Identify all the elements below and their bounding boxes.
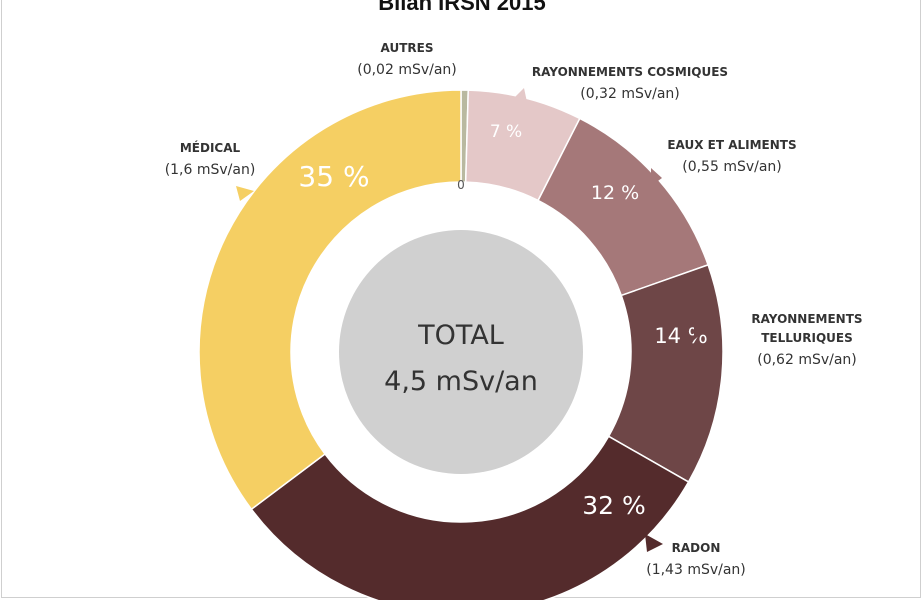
category-label-rayonnements-telluriques: RAYONNEMENTS TELLURIQUES <box>751 312 862 345</box>
percent-label-medical: 35 % <box>298 160 369 193</box>
pointer-medical <box>236 186 254 201</box>
category-label-medical: MÉDICAL <box>180 140 241 155</box>
center-disc <box>339 230 583 474</box>
value-label-rayonnements-telluriques: (0,62 mSv/an) <box>757 352 857 368</box>
center-total-label: TOTAL <box>417 320 504 351</box>
slice-radon <box>250 435 690 600</box>
category-label-eaux-et-aliments: EAUX ET ALIMENTS <box>667 138 796 152</box>
value-label-radon: (1,43 mSv/an) <box>646 562 746 578</box>
category-label-rayonnements-cosmiques: RAYONNEMENTS COSMIQUES <box>532 65 728 79</box>
pointer-eaux-et-aliments <box>651 168 662 186</box>
pointer-radon <box>645 534 663 552</box>
value-label-rayonnements-cosmiques: (0,32 mSv/an) <box>580 86 680 102</box>
percent-label-eaux-et-aliments: 12 % <box>591 182 639 204</box>
chart-title: Bilan IRSN 2015 <box>378 0 546 15</box>
category-label-autres: AUTRES <box>381 41 434 55</box>
value-label-eaux-et-aliments: (0,55 mSv/an) <box>682 159 782 175</box>
value-label-autres: (0,02 mSv/an) <box>357 62 457 78</box>
percent-label-rayonnements-cosmiques: 7 % <box>490 122 522 142</box>
slice-medical <box>198 89 462 511</box>
value-label-medical: (1,6 mSv/an) <box>165 162 256 178</box>
percent-label-radon: 32 % <box>582 491 646 520</box>
zero-tick: 0 <box>457 178 465 192</box>
center-total-value: 4,5 mSv/an <box>384 366 538 397</box>
slices-group <box>198 89 724 600</box>
labels-group: 7 %12 %14 %32 %35 %AUTRES(0,02 mSv/an) RA… <box>165 41 863 578</box>
pointer-rayonnements-cosmiques <box>513 88 527 102</box>
category-label-radon: RADON <box>672 541 721 555</box>
pointer-rayonnements-telluriques <box>694 318 708 340</box>
